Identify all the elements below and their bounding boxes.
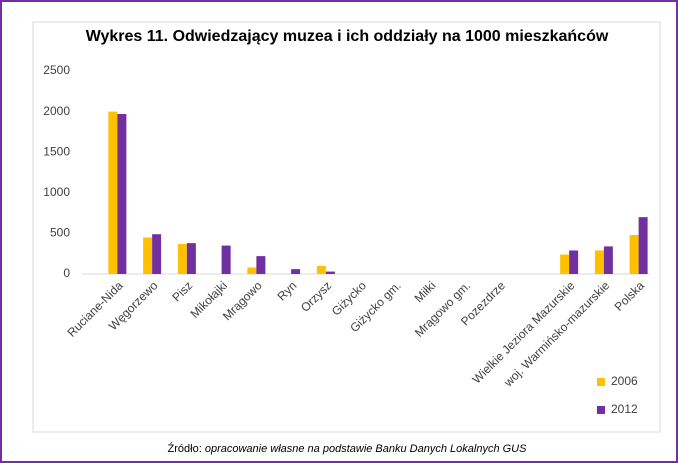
legend-label: 2012	[611, 402, 638, 416]
chart-title: Wykres 11. Odwiedzający muzea i ich oddz…	[86, 28, 609, 45]
bar	[221, 245, 231, 274]
bar	[594, 250, 604, 274]
legend-swatch	[597, 406, 605, 414]
y-tick-label: 2000	[43, 104, 70, 118]
bar	[638, 217, 648, 274]
bar	[108, 111, 118, 274]
bar	[560, 254, 570, 274]
bar	[629, 235, 639, 274]
bar	[152, 234, 162, 274]
source-text: opracowanie własne na podstawie Banku Da…	[205, 443, 527, 455]
bar	[325, 271, 335, 274]
bar	[117, 114, 127, 274]
bar	[603, 246, 613, 274]
bar	[186, 243, 196, 274]
legend-swatch	[597, 378, 605, 386]
chart-frame	[32, 21, 661, 433]
bar	[177, 243, 187, 274]
y-tick-label: 1000	[43, 185, 70, 199]
source-label: Źródło:	[168, 442, 202, 455]
y-tick-label: 500	[50, 226, 70, 240]
legend-label: 2006	[611, 374, 638, 388]
y-tick-label: 0	[63, 266, 70, 280]
bar	[569, 250, 579, 274]
bar	[247, 267, 257, 274]
y-tick-label: 2500	[43, 63, 70, 77]
bar	[291, 269, 301, 274]
bar	[143, 237, 153, 274]
bar	[316, 265, 326, 274]
source: Źródło: opracowanie własne na podstawie …	[168, 442, 528, 455]
y-tick-label: 1500	[43, 144, 70, 158]
bar	[256, 256, 266, 274]
